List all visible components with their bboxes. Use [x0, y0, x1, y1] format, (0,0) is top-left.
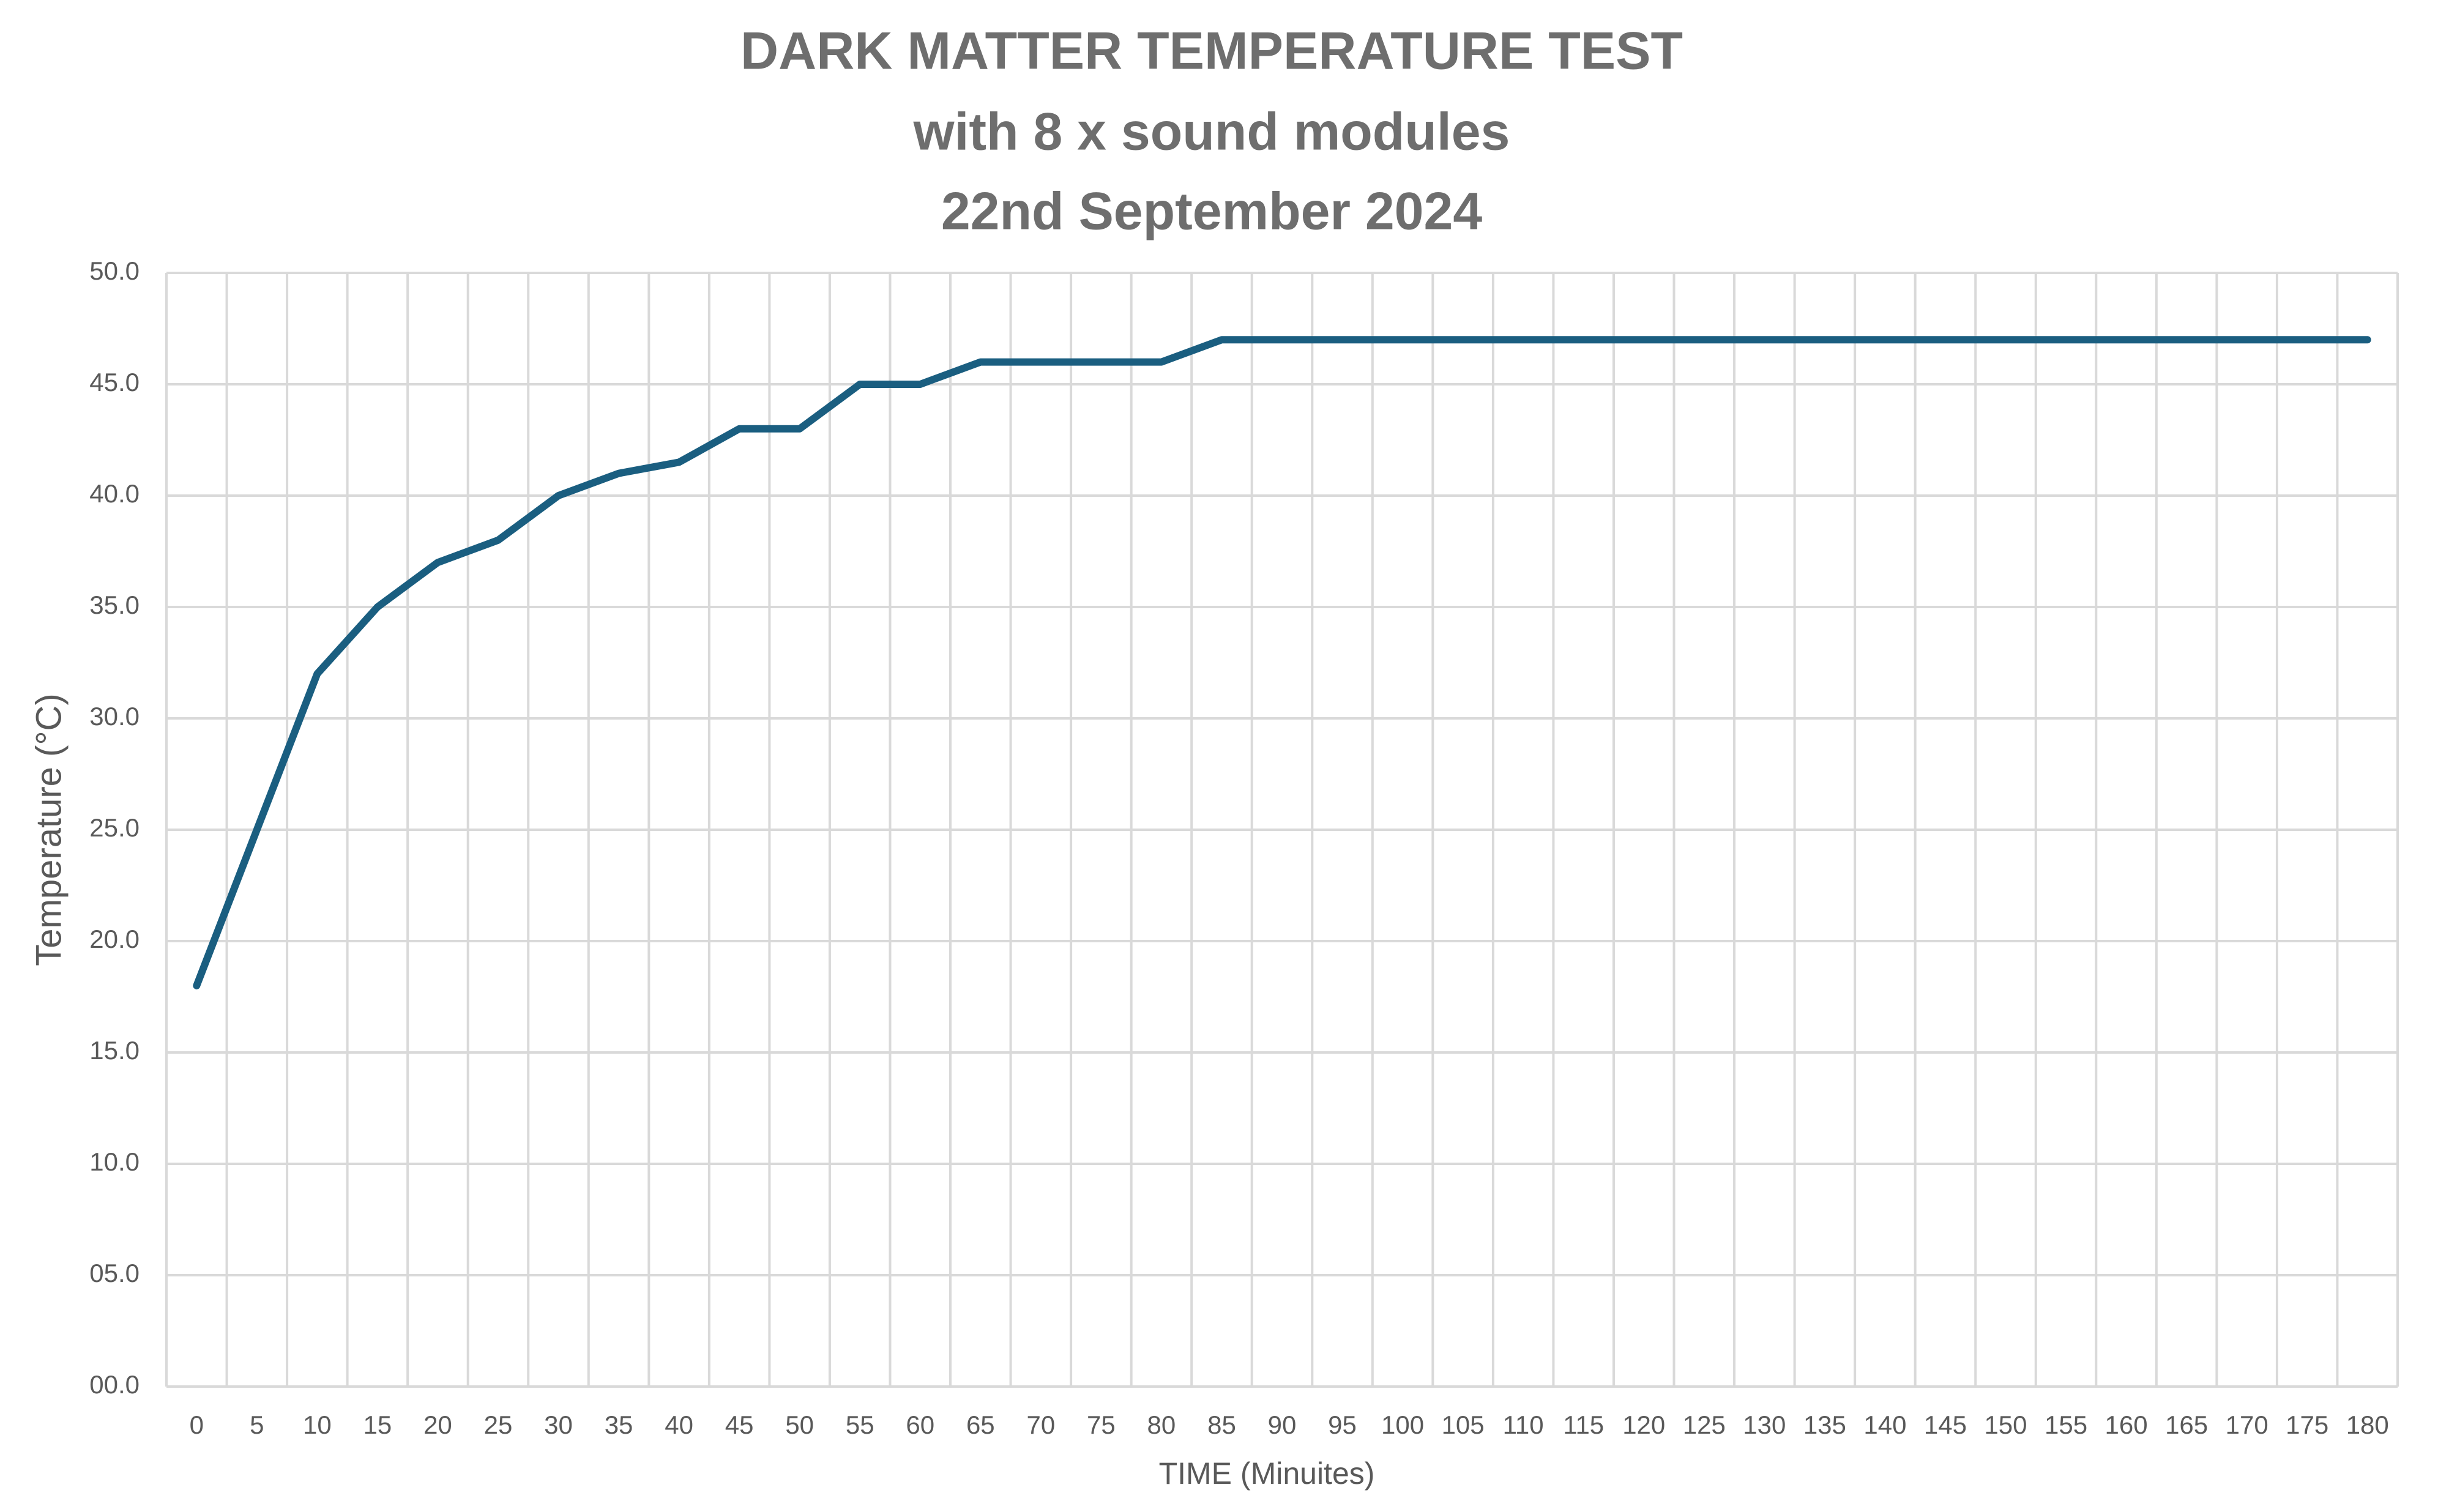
series [193, 336, 2371, 989]
y-tick-label: 10.0 [89, 1147, 140, 1176]
y-tick-label: 30.0 [89, 702, 140, 731]
x-tick-label: 115 [1563, 1410, 1604, 1439]
x-tick-label: 100 [1381, 1410, 1424, 1439]
temperature-series-line [193, 336, 2371, 989]
x-tick-label: 90 [1268, 1410, 1297, 1439]
x-tick-label: 80 [1147, 1410, 1176, 1439]
chart-title-line-1: DARK MATTER TEMPERATURE TEST [740, 22, 1683, 81]
y-axis-ticks: 00.0 05.0 10.0 15.0 20.0 25.0 30.0 35.0 40.0 45.0… [89, 256, 140, 1399]
x-tick-label: 65 [966, 1410, 995, 1439]
chart-title-line-2: with 8 x sound modules [913, 103, 1510, 162]
x-tick-label: 85 [1207, 1410, 1236, 1439]
x-tick-label: 10 [303, 1410, 332, 1439]
y-tick-label: 15.0 [89, 1036, 140, 1065]
x-tick-label: 180 [2346, 1410, 2389, 1439]
x-tick-label: 15 [363, 1410, 392, 1439]
x-tick-label: 140 [1863, 1410, 1906, 1439]
x-axis-title: TIME (Minuites) [1159, 1456, 1375, 1491]
y-tick-label: 05.0 [89, 1259, 140, 1287]
y-axis-title: Temperature (°C) [29, 693, 69, 966]
x-tick-label: 20 [423, 1410, 452, 1439]
x-tick-label: 45 [725, 1410, 754, 1439]
grid [165, 272, 2399, 1388]
x-tick-label: 25 [484, 1410, 513, 1439]
x-tick-label: 150 [1984, 1410, 2027, 1439]
chart-title-line-3: 22nd September 2024 [941, 182, 1482, 241]
y-tick-label: 20.0 [89, 925, 140, 953]
x-tick-label: 30 [544, 1410, 573, 1439]
x-tick-label: 125 [1683, 1410, 1726, 1439]
x-tick-label: 105 [1442, 1410, 1485, 1439]
x-tick-label: 95 [1328, 1410, 1357, 1439]
y-tick-label: 40.0 [89, 479, 140, 508]
x-tick-label: 135 [1803, 1410, 1846, 1439]
x-tick-label: 75 [1087, 1410, 1116, 1439]
y-tick-label: 25.0 [89, 813, 140, 842]
chart-title: DARK MATTER TEMPERATURE TEST with 8 x so… [740, 22, 1683, 241]
x-tick-label: 160 [2105, 1410, 2148, 1439]
y-tick-label: 50.0 [89, 256, 140, 285]
x-tick-label: 50 [785, 1410, 814, 1439]
x-tick-label: 70 [1026, 1410, 1055, 1439]
x-tick-label: 35 [605, 1410, 633, 1439]
x-tick-label: 145 [1924, 1410, 1967, 1439]
x-axis-ticks: 0 5 10 15 20 25 30 35 40 45 50 55 60 65 70 75 80 85 90 95 10… [190, 1410, 2389, 1439]
x-tick-label: 165 [2165, 1410, 2208, 1439]
x-tick-label: 175 [2286, 1410, 2328, 1439]
x-tick-label: 110 [1503, 1410, 1544, 1439]
x-tick-label: 5 [250, 1410, 264, 1439]
y-tick-label: 35.0 [89, 590, 140, 619]
y-tick-label: 45.0 [89, 368, 140, 397]
x-tick-label: 40 [665, 1410, 693, 1439]
x-tick-label: 0 [190, 1410, 204, 1439]
x-tick-label: 60 [906, 1410, 934, 1439]
x-tick-label: 120 [1622, 1410, 1665, 1439]
x-tick-label: 170 [2226, 1410, 2268, 1439]
x-tick-label: 55 [846, 1410, 874, 1439]
y-tick-label: 00.0 [89, 1370, 140, 1399]
x-tick-label: 155 [2045, 1410, 2087, 1439]
x-tick-label: 130 [1743, 1410, 1786, 1439]
